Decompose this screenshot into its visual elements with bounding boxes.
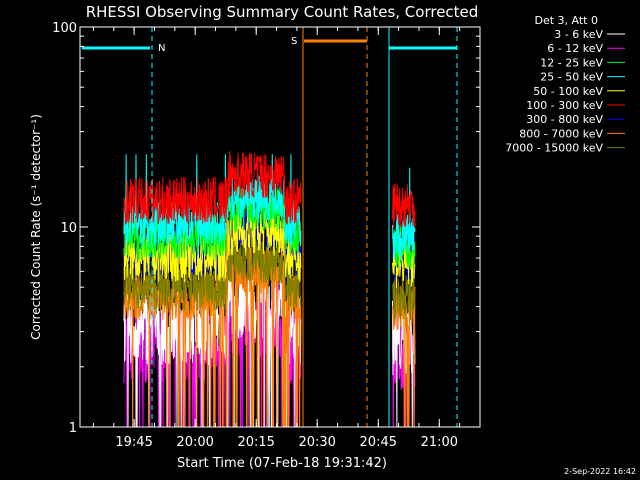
- legend-label: 300 - 800 keV: [526, 113, 603, 126]
- series-trace: [123, 154, 302, 248]
- x-tick-label: 21:00: [421, 435, 458, 450]
- y-axis-label: Corrected Count Rate (s⁻¹ detector⁻¹): [29, 114, 43, 340]
- legend-label: 12 - 25 keV: [540, 56, 603, 69]
- series-trace: [123, 238, 302, 312]
- saa-flag-label: S: [291, 36, 297, 47]
- series-trace: [392, 167, 416, 260]
- series-trace: [123, 208, 302, 284]
- x-tick-label: 20:15: [237, 435, 274, 450]
- night-flag-label: N: [158, 43, 165, 54]
- x-tick-label: 19:45: [115, 435, 152, 450]
- series-100-300-kev: [123, 151, 416, 229]
- legend-label: 50 - 100 keV: [533, 85, 603, 98]
- data-layer: [123, 151, 416, 428]
- y-tick-label: 100: [52, 21, 77, 36]
- series-trace: [123, 151, 302, 225]
- legend-label: 6 - 12 keV: [547, 42, 603, 55]
- x-axis-label: Start Time (07-Feb-18 19:31:42): [177, 456, 387, 471]
- legend-label: 100 - 300 keV: [526, 99, 603, 112]
- series-trace: [392, 222, 416, 270]
- chart-title: RHESSI Observing Summary Count Rates, Co…: [86, 3, 479, 21]
- y-tick-label: 1: [69, 421, 77, 436]
- legend-title: Det 3, Att 0: [535, 14, 599, 27]
- x-tick-label: 20:00: [176, 435, 213, 450]
- series-25-50-kev: [123, 154, 416, 260]
- x-tick-label: 20:45: [360, 435, 397, 450]
- legend-label: 3 - 6 keV: [554, 28, 603, 41]
- legend-label: 25 - 50 keV: [540, 71, 603, 84]
- axis-layer: 19:45 20:00 20:15 20:30 20:45 21:00 1 10 100: [52, 21, 481, 450]
- x-tick-label: 20:30: [298, 435, 335, 450]
- footer-timestamp: 2-Sep-2022 16:42: [564, 467, 636, 476]
- legend-label: 7000 - 15000 keV: [505, 142, 603, 155]
- legend-label: 800 - 7000 keV: [519, 127, 603, 140]
- y-tick-label: 10: [60, 221, 77, 236]
- series-trace: [392, 183, 416, 229]
